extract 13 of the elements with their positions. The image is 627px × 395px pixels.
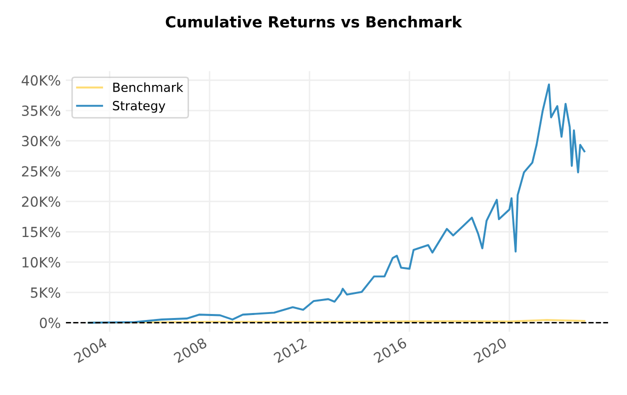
y-tick-label: 5K% — [30, 287, 60, 298]
legend-label: Benchmark — [113, 82, 184, 92]
y-tick-label: 20K% — [22, 196, 60, 207]
legend-label: Strategy — [112, 100, 166, 113]
y-tick-label: 0% — [40, 318, 60, 328]
y-tick-label: 35K% — [22, 105, 60, 116]
y-tick-label: 25K% — [22, 166, 60, 177]
y-tick-label: 15K% — [22, 226, 60, 238]
y-tick-label: 30K% — [22, 136, 60, 146]
chart-title: Cumulative Returns vs Benchmark — [166, 16, 462, 28]
y-tick-label: 40K% — [22, 75, 60, 86]
y-tick-label: 10K% — [22, 257, 60, 268]
line-series — [88, 83, 586, 324]
